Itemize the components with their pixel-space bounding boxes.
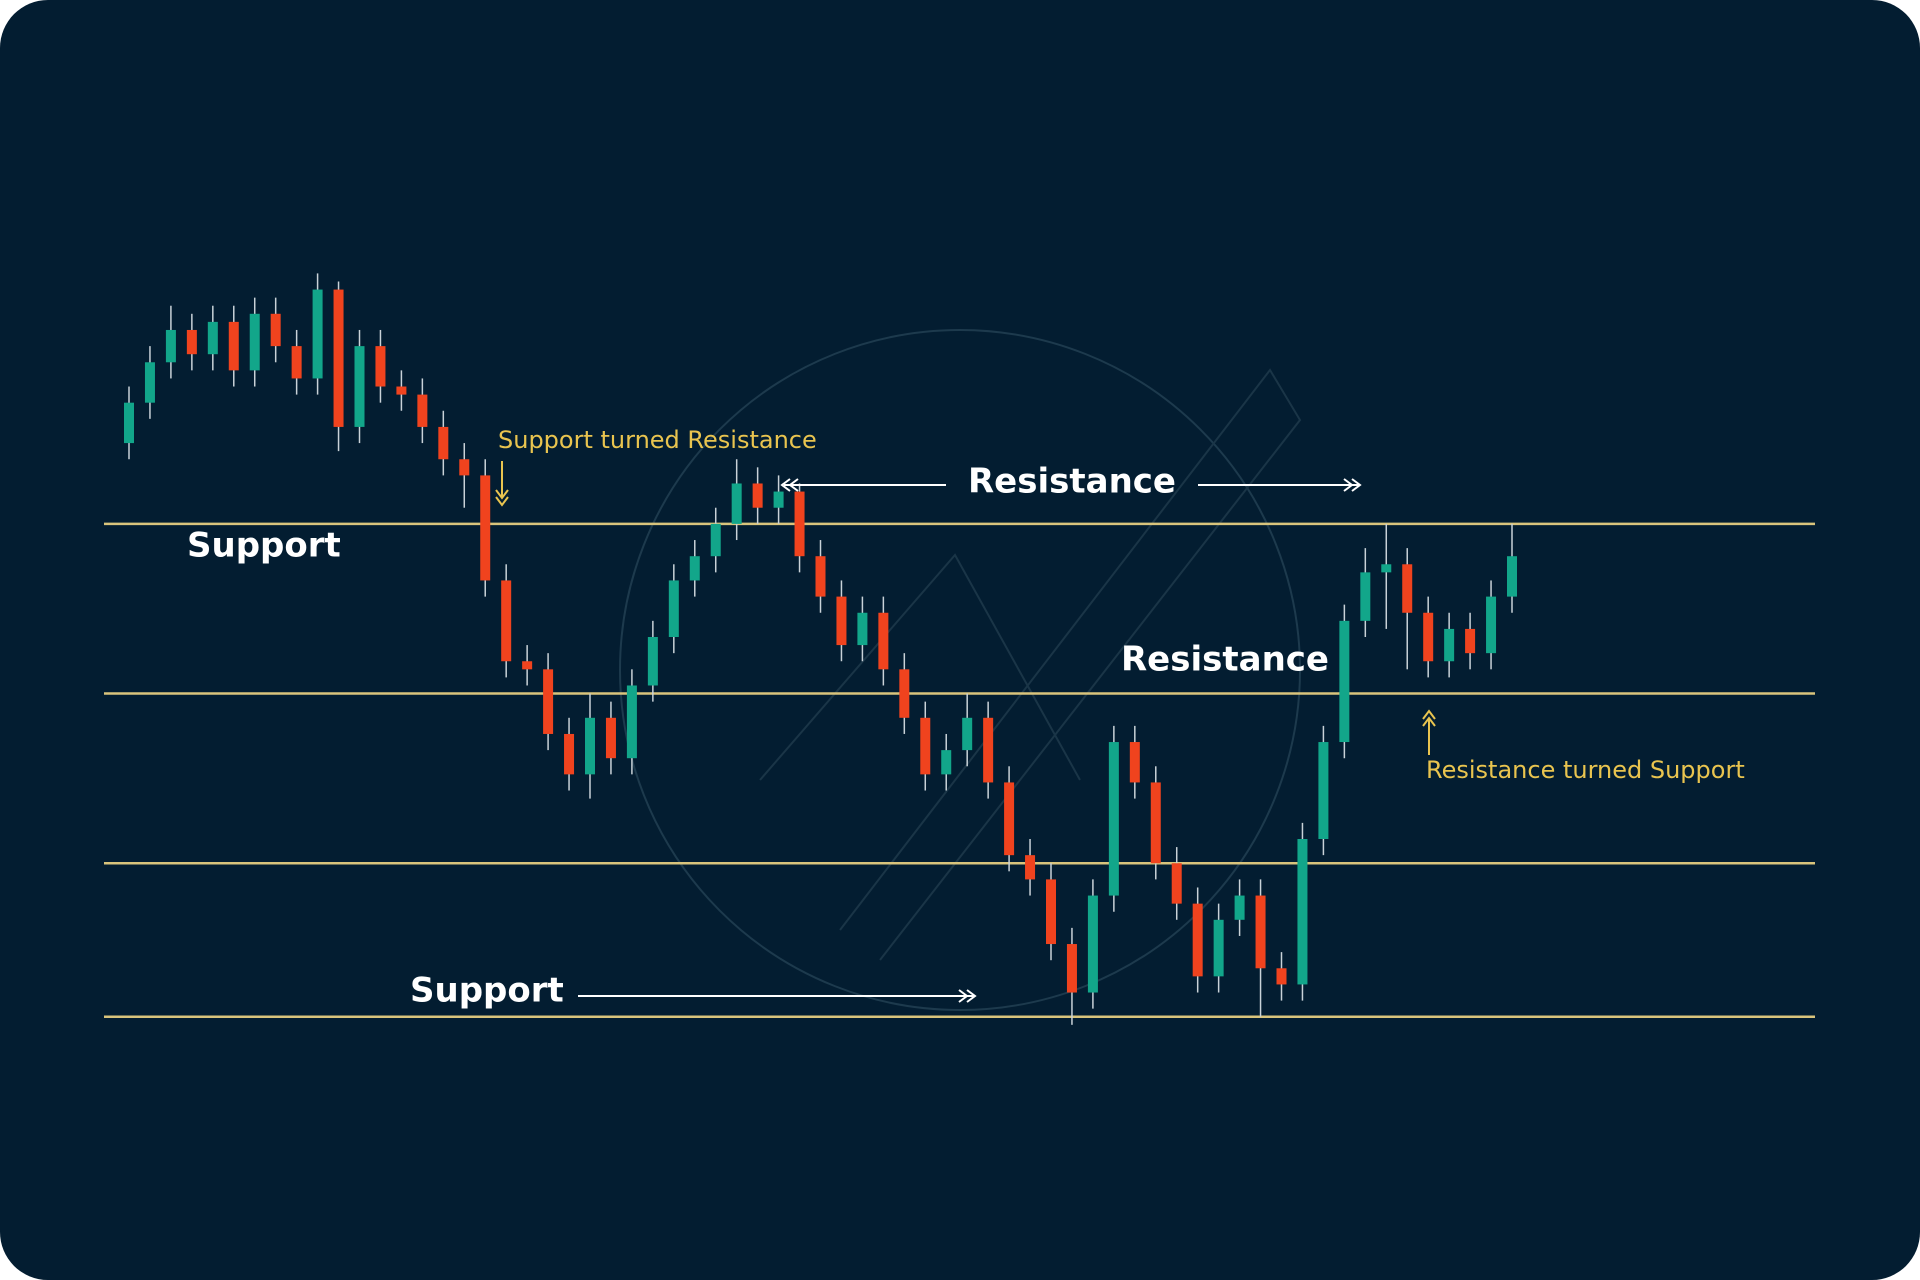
- candle-body: [501, 580, 512, 662]
- candle-body: [564, 733, 575, 775]
- candle-body: [836, 596, 847, 646]
- candle-body: [689, 556, 700, 581]
- candle-body: [459, 459, 470, 476]
- candle-body: [1087, 895, 1098, 993]
- candle-body: [920, 717, 931, 775]
- candle-body: [1297, 839, 1308, 985]
- candle-body: [1402, 564, 1413, 613]
- candle-body: [962, 717, 973, 751]
- candle-body: [1318, 742, 1329, 839]
- candle-body: [228, 321, 239, 371]
- arrow: [780, 478, 1362, 492]
- candle-body: [1192, 903, 1203, 977]
- candle-body: [647, 637, 658, 686]
- candle-body: [1234, 895, 1245, 920]
- candle-body: [375, 346, 386, 387]
- candle-body: [165, 329, 176, 363]
- arrow: [578, 989, 977, 1003]
- candle-body: [941, 750, 952, 775]
- candle-body: [585, 717, 595, 775]
- candle-body: [1423, 612, 1434, 662]
- candle-body: [543, 669, 554, 734]
- annotation: Support turned Resistance: [498, 426, 817, 454]
- candle-body: [1213, 919, 1224, 977]
- candle-body: [1171, 863, 1182, 904]
- candle-body: [626, 685, 637, 759]
- candle-body: [1150, 782, 1161, 864]
- candle-body: [731, 483, 742, 524]
- candle-body: [396, 386, 407, 395]
- annotation: Resistance: [1121, 640, 1329, 680]
- candle-body: [1360, 572, 1371, 621]
- candle-body: [1507, 556, 1517, 597]
- watermark: [759, 368, 1302, 961]
- candle-body: [249, 313, 260, 371]
- candle-body: [522, 661, 533, 670]
- candle-body: [1066, 944, 1077, 993]
- candle-body: [1444, 628, 1455, 662]
- candle-body: [186, 329, 197, 355]
- arrow: [495, 461, 509, 507]
- annotation: Support: [410, 971, 564, 1011]
- candle-body: [480, 475, 491, 581]
- candle-body: [1381, 564, 1392, 573]
- candle-body: [710, 523, 721, 557]
- candle-body: [1025, 855, 1036, 880]
- candle-body: [1255, 895, 1266, 969]
- annotation: Support: [187, 526, 341, 566]
- watermark: [619, 329, 1301, 1011]
- candle-body: [668, 580, 679, 637]
- candle-body: [291, 346, 302, 379]
- candle-body: [983, 717, 994, 783]
- annotation: Resistance turned Support: [1426, 756, 1745, 784]
- candle-body: [857, 612, 868, 646]
- candle-body: [144, 362, 155, 403]
- candle-body: [605, 717, 616, 759]
- annotation: Resistance: [968, 462, 1176, 502]
- candle-body: [417, 394, 428, 427]
- candle-body: [794, 491, 805, 557]
- candle-body: [1108, 742, 1119, 896]
- candle-body: [1129, 742, 1140, 783]
- candle-body: [270, 313, 281, 347]
- candle-body: [207, 321, 218, 355]
- candle-body: [1486, 596, 1497, 654]
- candle-body: [878, 612, 889, 670]
- candle-body: [333, 289, 344, 427]
- candle-body: [1004, 782, 1015, 856]
- candle-body: [354, 346, 365, 427]
- candle-body: [1465, 628, 1476, 654]
- arrow: [1422, 709, 1436, 755]
- candle-body: [815, 556, 826, 597]
- candle-body: [438, 426, 449, 460]
- candle-body: [773, 491, 784, 508]
- candle-body: [752, 483, 763, 508]
- candle-body: [124, 402, 134, 444]
- candle-body: [312, 289, 323, 379]
- candle-body: [1276, 968, 1287, 985]
- candle-body: [1339, 620, 1350, 743]
- candle-body: [1046, 879, 1056, 945]
- candle-body: [899, 669, 910, 718]
